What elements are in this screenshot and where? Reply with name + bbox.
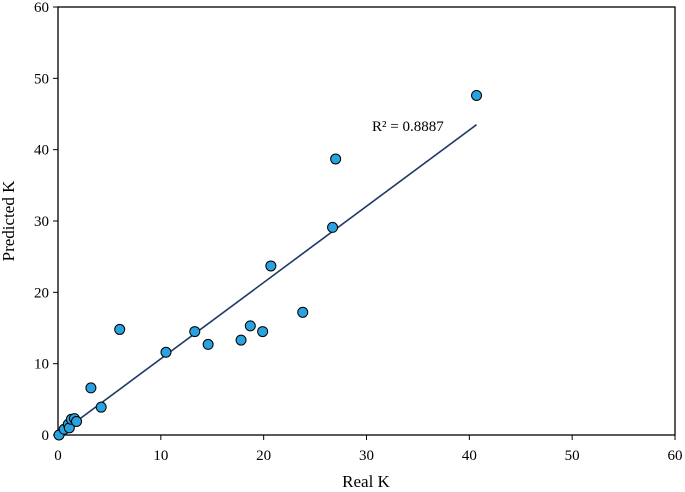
x-axis-title: Real K: [342, 472, 390, 491]
data-point: [327, 221, 339, 233]
y-tick-label: 0: [42, 428, 50, 444]
data-point: [160, 346, 172, 358]
data-point: [330, 153, 342, 165]
x-tick-label: 50: [565, 448, 580, 464]
data-point: [297, 306, 309, 318]
y-tick-label: 30: [34, 214, 49, 230]
x-tick-label: 60: [668, 448, 683, 464]
x-tick-label: 10: [153, 448, 168, 464]
data-point: [257, 326, 269, 338]
y-tick-label: 50: [34, 71, 49, 87]
r-squared-label: R² = 0.8887: [372, 119, 444, 135]
x-tick-label: 40: [462, 448, 477, 464]
data-point: [265, 260, 277, 272]
data-point: [202, 338, 214, 350]
data-point: [471, 89, 483, 101]
y-tick-label: 10: [34, 357, 49, 373]
x-tick-label: 20: [256, 448, 271, 464]
y-tick-label: 20: [34, 285, 49, 301]
data-point: [71, 415, 83, 427]
data-point: [85, 382, 97, 394]
y-axis-title: Predicted K: [0, 180, 18, 261]
y-tick-label: 60: [34, 0, 49, 16]
y-tick-label: 40: [34, 143, 49, 159]
data-point: [114, 323, 126, 335]
data-point: [244, 320, 256, 332]
x-tick-label: 30: [359, 448, 374, 464]
data-point: [95, 401, 107, 413]
plot-area: [57, 6, 676, 436]
x-axis-ticks: 0 10 20 30 40 50 60: [54, 435, 683, 464]
data-point: [189, 326, 201, 338]
x-tick-label: 0: [54, 448, 62, 464]
data-points: [53, 89, 483, 441]
trend-line: [57, 124, 478, 436]
data-point: [235, 334, 247, 346]
y-axis-ticks: 0 10 20 30 40 50 60: [34, 0, 58, 444]
